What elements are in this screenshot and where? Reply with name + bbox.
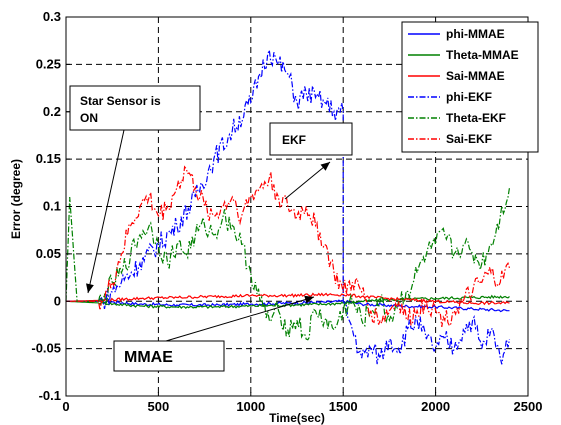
- arrow-head: [304, 295, 314, 304]
- series-lines: [65, 47, 511, 365]
- x-tick-label: 1500: [329, 399, 358, 414]
- y-tick-label: -0.1: [39, 388, 61, 403]
- y-tick-label: 0.05: [36, 246, 61, 261]
- annotation-mmae: MMAE: [113, 295, 315, 372]
- annotation-ekf: EKF: [269, 122, 353, 200]
- legend-label: Sai-EKF: [446, 132, 492, 146]
- y-tick-label: 0.1: [43, 199, 61, 214]
- legend-label: phi-EKF: [446, 90, 492, 104]
- legend-label: Theta-EKF: [446, 111, 506, 125]
- x-tick-label: 1000: [236, 399, 265, 414]
- annotation-star-sensor: Star Sensor is ON: [69, 85, 201, 294]
- legend-label: Sai-MMAE: [446, 69, 505, 83]
- svg-text:ON: ON: [80, 111, 98, 125]
- annotation-arrow: [87, 129, 125, 294]
- y-axis-label: Error (degree): [9, 159, 23, 239]
- y-tick-label: 0.3: [43, 9, 61, 24]
- annotation-arrow: [284, 161, 331, 200]
- y-tick-label: 0: [54, 293, 61, 308]
- svg-text:MMAE: MMAE: [124, 349, 173, 366]
- legend-label: phi-MMAE: [446, 27, 505, 41]
- x-tick-label: 0: [62, 399, 69, 414]
- series-line-theta-ekf: [65, 187, 511, 341]
- y-tick-label: 0.15: [36, 151, 61, 166]
- legend-label: Theta-MMAE: [446, 48, 519, 62]
- arrow-head: [320, 162, 330, 171]
- legend: phi-MMAE Theta-MMAE Sai-MMAE phi-EKF Theta-E…: [401, 21, 539, 153]
- series-line-sai-mmae: [65, 292, 510, 306]
- axis-ticks: 0 500 1000 1500 2000 2500 -0.1 -0.05 0 0.05 0.1 0.1…: [31, 9, 542, 414]
- x-axis-label: Time(sec): [269, 411, 325, 425]
- svg-text:EKF: EKF: [282, 133, 306, 147]
- y-tick-label: 0.2: [43, 104, 61, 119]
- svg-text:Star Sensor is: Star Sensor is: [80, 94, 161, 108]
- y-tick-label: 0.25: [36, 56, 61, 71]
- x-tick-label: 2000: [421, 399, 450, 414]
- x-tick-label: 2500: [514, 399, 543, 414]
- y-tick-label: -0.05: [31, 341, 61, 356]
- x-tick-label: 500: [148, 399, 170, 414]
- annotation-arrow: [165, 296, 315, 342]
- series-line-sai-ekf: [66, 165, 511, 328]
- series-line-phi-ekf: [66, 47, 511, 365]
- series-line-phi-mmae: [66, 299, 510, 313]
- arrow-head: [86, 283, 94, 293]
